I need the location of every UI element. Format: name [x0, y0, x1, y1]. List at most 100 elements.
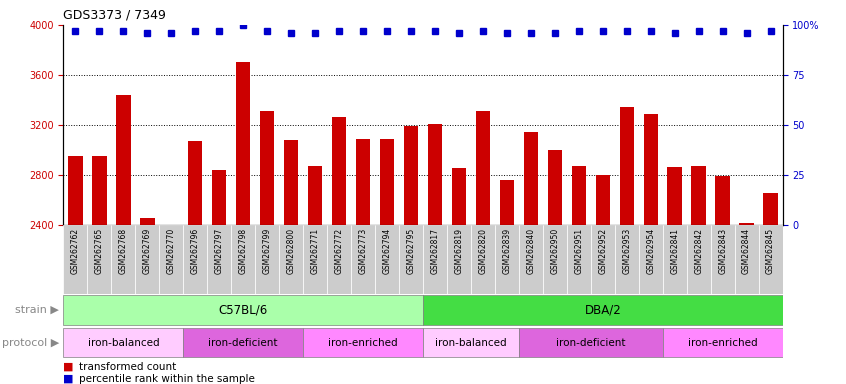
Text: GSM262952: GSM262952 [598, 228, 607, 274]
Bar [308, 166, 322, 384]
Bar [423, 295, 783, 325]
Bar [69, 156, 83, 384]
Bar [691, 166, 706, 384]
Text: GSM262770: GSM262770 [167, 228, 176, 274]
Text: GSM262800: GSM262800 [287, 228, 295, 274]
Bar [112, 225, 135, 294]
Bar [475, 111, 490, 384]
Bar [207, 225, 231, 294]
Bar [332, 117, 346, 384]
Bar [716, 176, 730, 384]
Text: percentile rank within the sample: percentile rank within the sample [79, 374, 255, 384]
Bar [63, 328, 184, 358]
Text: GSM262845: GSM262845 [766, 228, 775, 274]
Bar [164, 225, 179, 384]
Bar [543, 225, 567, 294]
Text: GSM262798: GSM262798 [239, 228, 248, 274]
Text: GSM262773: GSM262773 [359, 228, 367, 274]
Text: GSM262768: GSM262768 [119, 228, 128, 274]
Bar [284, 140, 299, 384]
Bar [615, 225, 639, 294]
Text: GSM262839: GSM262839 [503, 228, 511, 274]
Bar [327, 225, 351, 294]
Text: iron-enriched: iron-enriched [688, 338, 757, 348]
Text: GSM262795: GSM262795 [407, 228, 415, 274]
Text: iron-deficient: iron-deficient [556, 338, 625, 348]
Bar [547, 150, 562, 384]
Bar [351, 225, 375, 294]
Text: ■: ■ [63, 361, 74, 372]
Bar [356, 139, 371, 384]
Bar [375, 225, 399, 294]
Bar [524, 132, 538, 384]
Bar [423, 328, 519, 358]
Bar [140, 218, 155, 384]
Text: GSM262950: GSM262950 [551, 228, 559, 274]
Bar [644, 114, 658, 384]
Bar [596, 175, 610, 384]
Text: GSM262953: GSM262953 [623, 228, 631, 274]
Bar [662, 328, 783, 358]
Bar [619, 107, 634, 384]
Bar [452, 169, 466, 384]
Bar [519, 225, 543, 294]
Text: GDS3373 / 7349: GDS3373 / 7349 [63, 8, 167, 21]
Bar [260, 111, 274, 384]
Text: GSM262771: GSM262771 [310, 228, 320, 274]
Text: ■: ■ [63, 374, 74, 384]
Bar [495, 225, 519, 294]
Bar [399, 225, 423, 294]
Bar [500, 180, 514, 384]
Bar [212, 170, 227, 384]
Bar [572, 166, 586, 384]
Bar [763, 194, 777, 384]
Bar [380, 139, 394, 384]
Text: GSM262765: GSM262765 [95, 228, 104, 274]
Text: iron-enriched: iron-enriched [328, 338, 398, 348]
Text: strain ▶: strain ▶ [15, 305, 59, 315]
Bar [639, 225, 662, 294]
Text: DBA/2: DBA/2 [585, 304, 621, 316]
Text: GSM262797: GSM262797 [215, 228, 223, 274]
Text: GSM262769: GSM262769 [143, 228, 151, 274]
Text: GSM262794: GSM262794 [382, 228, 392, 274]
Text: iron-balanced: iron-balanced [88, 338, 159, 348]
Bar [591, 225, 615, 294]
Text: GSM262817: GSM262817 [431, 228, 439, 274]
Bar [404, 126, 418, 384]
Text: iron-balanced: iron-balanced [435, 338, 507, 348]
Bar [739, 223, 754, 384]
Bar [255, 225, 279, 294]
Text: GSM262954: GSM262954 [646, 228, 655, 274]
Text: GSM262820: GSM262820 [479, 228, 487, 274]
Text: GSM262799: GSM262799 [263, 228, 272, 274]
Text: GSM262772: GSM262772 [335, 228, 343, 274]
Bar [303, 225, 327, 294]
Bar [116, 95, 130, 384]
Bar [519, 328, 662, 358]
Bar [92, 156, 107, 384]
Bar [188, 141, 202, 384]
Bar [687, 225, 711, 294]
Text: GSM262843: GSM262843 [718, 228, 727, 274]
Bar [667, 167, 682, 384]
Bar [184, 225, 207, 294]
Text: GSM262796: GSM262796 [191, 228, 200, 274]
Bar [63, 295, 423, 325]
Bar [447, 225, 471, 294]
Bar [184, 328, 303, 358]
Text: GSM262842: GSM262842 [695, 228, 703, 274]
Bar [428, 124, 442, 384]
Text: GSM262844: GSM262844 [742, 228, 751, 274]
Bar [759, 225, 783, 294]
Text: C57BL/6: C57BL/6 [218, 304, 268, 316]
Text: GSM262819: GSM262819 [454, 228, 464, 274]
Bar [303, 328, 423, 358]
Bar [471, 225, 495, 294]
Text: protocol ▶: protocol ▶ [2, 338, 59, 348]
Bar [423, 225, 447, 294]
Bar [662, 225, 687, 294]
Bar [159, 225, 184, 294]
Text: GSM262841: GSM262841 [670, 228, 679, 274]
Text: iron-deficient: iron-deficient [208, 338, 278, 348]
